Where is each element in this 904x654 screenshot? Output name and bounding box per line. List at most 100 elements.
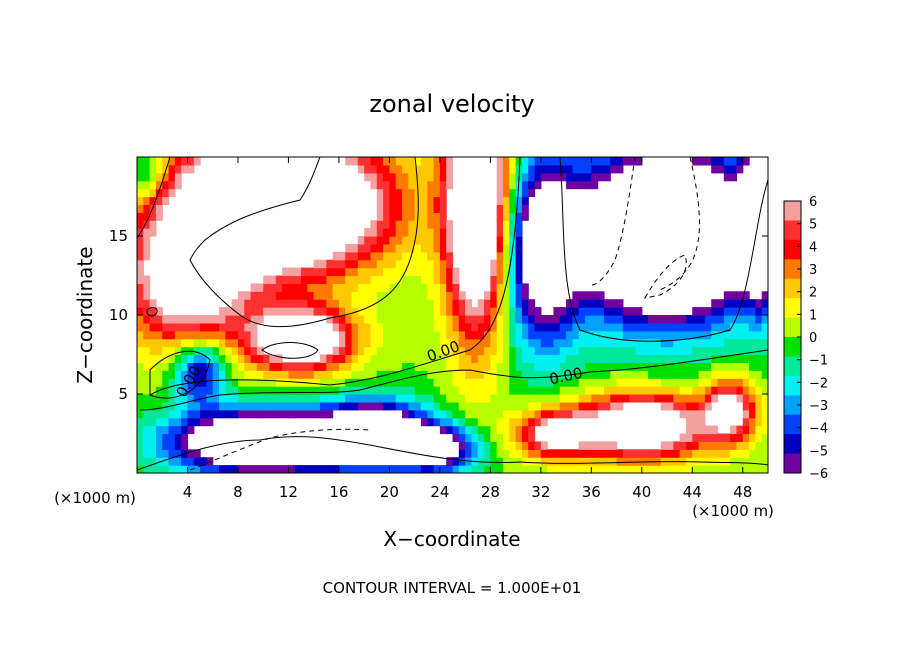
heat-cell bbox=[685, 378, 693, 387]
heat-cell bbox=[578, 449, 586, 458]
heat-cell bbox=[585, 164, 592, 174]
heat-cell bbox=[338, 251, 346, 261]
heat-cell bbox=[730, 172, 738, 182]
heat-cell bbox=[452, 386, 460, 395]
heat-cell bbox=[597, 378, 605, 387]
heat-cell bbox=[402, 180, 409, 190]
heat-cell bbox=[679, 465, 687, 473]
heat-cell bbox=[231, 338, 239, 348]
heat-cell bbox=[137, 394, 144, 403]
heat-cell bbox=[408, 362, 416, 371]
heat-cell bbox=[496, 370, 504, 379]
heat-cell bbox=[496, 267, 504, 277]
heat-cell bbox=[515, 370, 523, 379]
x-tick-label: 32 bbox=[531, 483, 550, 501]
heat-cell bbox=[553, 362, 561, 371]
heat-cell bbox=[376, 370, 384, 379]
heat-cell bbox=[143, 196, 151, 205]
heat-cell bbox=[452, 338, 460, 348]
heat-cell bbox=[250, 370, 258, 379]
heat-cell bbox=[496, 441, 504, 450]
heat-cell bbox=[515, 236, 523, 245]
heat-cell bbox=[433, 251, 441, 261]
heat-cell bbox=[484, 409, 491, 419]
heat-cell bbox=[427, 251, 435, 261]
heat-cell bbox=[395, 401, 403, 411]
heat-cell bbox=[162, 315, 170, 324]
heat-cell bbox=[610, 465, 618, 473]
heat-cell bbox=[603, 315, 611, 324]
heat-cell bbox=[282, 275, 290, 284]
heat-cell bbox=[452, 433, 460, 442]
heat-cell bbox=[484, 330, 491, 340]
heat-cell bbox=[477, 307, 485, 316]
heat-cell bbox=[736, 457, 744, 466]
heat-cell bbox=[275, 283, 283, 292]
heat-cell bbox=[490, 362, 498, 371]
heat-cell bbox=[654, 315, 662, 324]
heat-cell bbox=[547, 330, 555, 340]
heat-cell bbox=[338, 401, 346, 411]
heat-cell bbox=[174, 362, 182, 371]
heat-cell bbox=[351, 243, 359, 253]
heat-cell bbox=[749, 315, 756, 324]
heat-cell bbox=[288, 307, 296, 316]
heat-cell bbox=[465, 330, 473, 340]
heat-cell bbox=[534, 449, 542, 458]
heat-cell bbox=[351, 465, 359, 473]
heat-cell bbox=[282, 378, 290, 387]
heat-cell bbox=[376, 243, 384, 253]
heat-cell bbox=[578, 378, 586, 387]
heat-cell bbox=[585, 465, 592, 473]
heat-cell bbox=[162, 433, 170, 442]
heat-cell bbox=[458, 433, 466, 442]
heat-cell bbox=[509, 401, 517, 411]
heat-cell bbox=[585, 354, 592, 363]
heat-cell bbox=[420, 251, 428, 261]
heat-cell bbox=[420, 267, 428, 277]
heat-cell bbox=[357, 362, 365, 371]
heat-cell bbox=[338, 378, 346, 387]
heat-cell bbox=[521, 180, 529, 190]
heat-cell bbox=[660, 315, 668, 324]
heat-cell bbox=[269, 307, 277, 316]
heat-cell bbox=[389, 338, 397, 348]
heat-cell bbox=[553, 315, 561, 324]
heat-cell bbox=[465, 441, 473, 450]
heat-cell bbox=[723, 307, 731, 316]
heat-cell bbox=[648, 394, 656, 403]
heat-cell bbox=[174, 354, 182, 363]
heat-cell bbox=[572, 378, 580, 387]
heat-cell bbox=[357, 346, 365, 356]
heat-cell bbox=[711, 299, 719, 308]
heat-cell bbox=[389, 362, 397, 371]
heat-cell bbox=[357, 401, 365, 411]
heat-cell bbox=[616, 322, 624, 332]
heat-cell bbox=[578, 465, 586, 473]
heat-cell bbox=[376, 338, 384, 348]
heat-cell bbox=[502, 378, 510, 387]
heat-cell bbox=[496, 425, 504, 435]
heat-cell bbox=[502, 204, 510, 213]
heat-cell bbox=[155, 188, 163, 198]
heat-cell bbox=[452, 283, 460, 292]
heat-cell bbox=[515, 386, 523, 395]
heat-cell bbox=[446, 164, 454, 174]
heat-cell bbox=[244, 338, 252, 348]
colorbar-swatch bbox=[784, 278, 801, 299]
heat-cell bbox=[364, 267, 372, 277]
heat-cell bbox=[383, 322, 390, 332]
heat-cell bbox=[389, 180, 397, 190]
colorbar-swatch bbox=[784, 453, 801, 474]
heat-cell bbox=[597, 338, 605, 348]
heat-cell bbox=[370, 267, 378, 277]
heat-cell bbox=[547, 386, 555, 395]
heat-cell bbox=[137, 322, 144, 332]
heat-cell bbox=[383, 465, 390, 473]
heat-cell bbox=[402, 220, 409, 229]
heat-cell bbox=[364, 362, 372, 371]
heat-cell bbox=[446, 346, 454, 356]
heat-cell bbox=[408, 259, 416, 269]
heat-cell bbox=[736, 449, 744, 458]
heat-cell bbox=[174, 172, 182, 182]
